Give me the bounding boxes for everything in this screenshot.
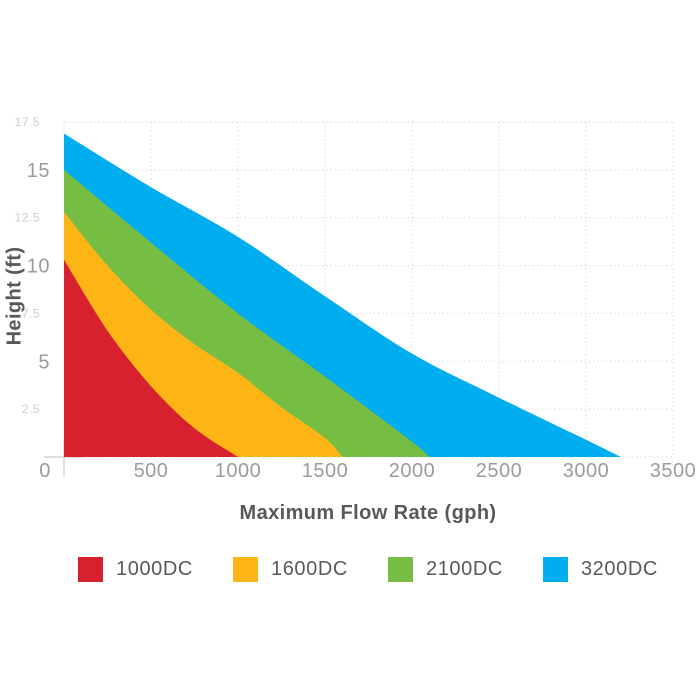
legend-swatch-icon <box>387 557 413 582</box>
origin-tick-label: 0 <box>39 460 51 482</box>
y-axis-tick-label-minor: 2.5 <box>22 402 40 416</box>
y-axis-tick-label-minor: 12.5 <box>15 211 40 225</box>
chart-plot-area: 17.5 12.5 7.5 2.5 15 10 5 0 500 1000 1500 2000 2500 3… <box>15 115 697 482</box>
x-axis-tick-label: 1500 <box>302 460 349 482</box>
legend-swatch-icon <box>78 557 103 582</box>
area-series-1000DC <box>64 259 238 457</box>
x-axis-title: Maximum Flow Rate (gph) <box>239 502 497 524</box>
legend-item-3200DC: 3200DC <box>542 557 658 582</box>
legend-label: 3200DC <box>580 558 658 580</box>
legend-item-1600DC: 1600DC <box>232 557 348 582</box>
legend-swatch-icon <box>232 557 258 582</box>
legend-label: 1600DC <box>270 558 348 580</box>
legend-swatch-icon <box>542 557 568 582</box>
legend-label: 1000DC <box>116 558 193 580</box>
x-axis-tick-label: 2000 <box>389 460 436 482</box>
legend-item-2100DC: 2100DC <box>387 557 503 582</box>
y-axis-title: Height (ft) <box>3 246 26 346</box>
x-axis-tick-label: 500 <box>134 460 169 482</box>
legend: 1000DC 1600DC 2100DC 3200DC <box>78 557 658 582</box>
legend-item-1000DC: 1000DC <box>78 557 193 582</box>
y-axis-tick-label: 10 <box>27 256 50 278</box>
y-axis-tick-label: 5 <box>38 351 50 373</box>
legend-label: 2100DC <box>425 558 503 580</box>
y-axis-tick-label-minor: 17.5 <box>15 115 40 129</box>
y-axis-tick-label: 15 <box>27 160 50 182</box>
x-axis-tick-label: 1000 <box>215 460 262 482</box>
x-axis-tick-label: 3500 <box>650 460 697 482</box>
x-axis-tick-label: 2500 <box>476 460 523 482</box>
y-axis-tick-label-minor: 7.5 <box>22 306 40 320</box>
x-axis-tick-label: 3000 <box>563 460 610 482</box>
